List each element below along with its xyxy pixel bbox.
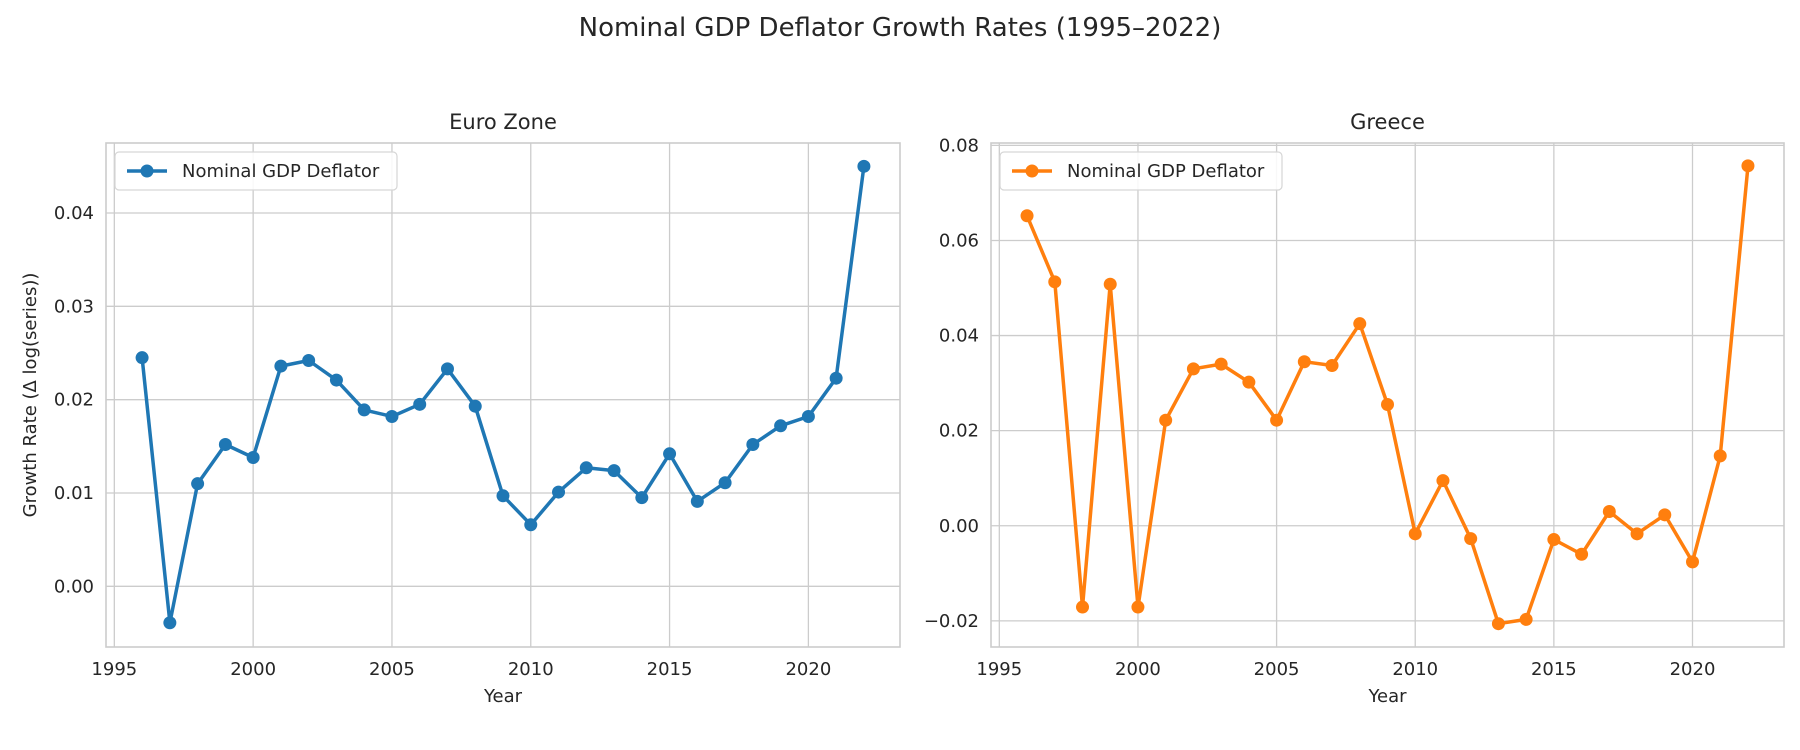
y-tick-label: 0.01 [54,483,94,504]
data-point [468,399,482,413]
axes-frame [990,142,1785,648]
y-tick-label: 0.00 [54,576,94,597]
data-point [1658,508,1672,522]
data-point [191,477,205,491]
data-point [1381,398,1394,412]
data-point [357,403,371,417]
data-point [163,616,177,630]
x-tick-label: 1995 [976,659,1022,680]
data-point [385,409,399,423]
data-point [1103,277,1117,291]
data-point [1686,555,1699,569]
panel-title: Euro Zone [449,110,557,134]
data-point [774,419,788,433]
data-point [524,518,538,532]
data-point [1186,362,1200,376]
x-tick-label: 2000 [230,659,276,680]
data-point [607,464,621,478]
data-point [1519,612,1533,626]
y-axis-label: Growth Rate (Δ log(series)) [20,273,41,518]
legend-box [999,151,1283,191]
x-tick-label: 2010 [508,659,554,680]
x-tick-label: 2015 [1531,659,1577,680]
data-point [1020,209,1034,223]
legend-marker [1025,164,1039,178]
data-point [857,159,871,173]
x-tick-label: 2010 [1392,659,1438,680]
y-tick-label: 0.02 [939,421,979,442]
data-point [1575,547,1589,561]
data-point [1353,317,1367,331]
data-point [1436,474,1450,488]
legend-label: Nominal GDP Deflator [182,161,380,182]
data-point [663,447,677,461]
data-point [1159,413,1173,427]
legend-box [114,151,398,191]
data-point [1242,375,1256,389]
data-point [1713,449,1727,463]
x-tick-label: 1995 [91,659,137,680]
data-point [1270,413,1284,427]
y-tick-label: 0.04 [54,203,94,224]
data-point [635,491,649,505]
legend-marker [140,164,154,178]
y-tick-label: 0.00 [939,516,979,537]
data-point [746,437,760,451]
x-tick-label: 2020 [1670,659,1716,680]
series-line [1025,165,1750,626]
data-point [801,409,815,423]
y-tick-label: 0.03 [54,296,94,317]
data-point [718,476,732,490]
data-point [1602,504,1616,518]
panel-title: Greece [1350,110,1425,134]
y-tick-label: −0.02 [924,611,979,632]
data-point [440,362,454,376]
y-tick-label: 0.02 [54,390,94,411]
series-line [140,166,866,625]
data-point [1547,533,1561,547]
data-point [1131,600,1145,614]
x-axis-label: Year [1367,686,1407,707]
data-point [274,359,288,373]
data-point [1630,527,1644,541]
data-point [552,485,566,499]
data-point [218,437,232,451]
data-point [413,397,427,411]
x-axis-label: Year [483,686,523,707]
y-tick-label: 0.08 [939,135,979,156]
data-point [1741,159,1755,173]
figure-title: Nominal GDP Deflator Growth Rates (1995–… [579,13,1222,43]
data-point [1464,532,1478,546]
data-point [1214,357,1228,371]
data-point [1491,617,1505,631]
data-point [135,351,149,365]
data-point [579,461,593,475]
data-point [690,494,704,508]
chart-panel-2: 1995 2000 2005 2010 2015 2020 −0.02 0.00 0.02 0.0… [924,110,1785,707]
data-point [829,371,843,385]
data-point [329,373,343,387]
y-tick-label: 0.04 [939,326,979,347]
data-point [1297,355,1311,369]
x-tick-label: 2020 [785,659,831,680]
x-tick-label: 2005 [1254,659,1300,680]
chart-panel-1: 1995 2000 2005 2010 2015 2020 0.00 0.01 0.02 0.03… [20,110,901,707]
data-point [496,489,510,503]
x-tick-label: 2005 [369,659,415,680]
data-point [1076,600,1089,614]
data-point [302,353,316,367]
data-point [246,451,260,465]
y-tick-label: 0.06 [939,230,979,251]
data-point [1325,359,1339,373]
x-tick-label: 2015 [647,659,693,680]
legend-label: Nominal GDP Deflator [1067,161,1265,182]
x-tick-label: 2000 [1115,659,1161,680]
axes-frame [105,142,901,648]
data-point [1048,275,1062,289]
data-point [1408,527,1422,541]
